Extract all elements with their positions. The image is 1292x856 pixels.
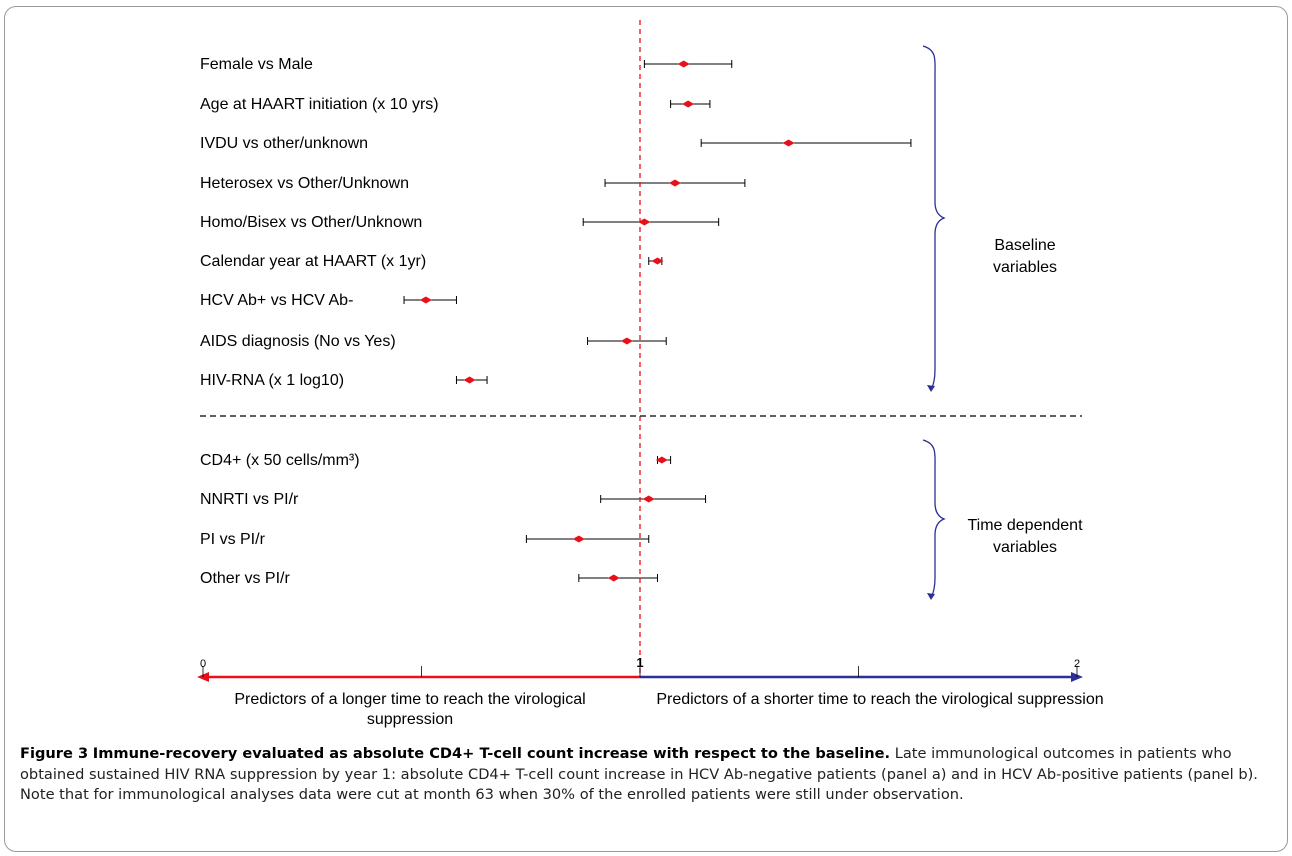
group-labels: Baseline variables Time dependent variables <box>967 237 1083 556</box>
point-estimates <box>419 60 795 582</box>
row-label: Calendar year at HAART (x 1yr) <box>200 253 426 270</box>
point-estimate <box>682 100 695 108</box>
row-label: Female vs Male <box>200 56 313 73</box>
forest-plot: Female vs Male Age at HAART initiation (x… <box>197 20 1083 682</box>
point-estimate <box>782 139 795 147</box>
row-label: AIDS diagnosis (No vs Yes) <box>200 333 396 350</box>
figure-frame <box>4 6 1288 852</box>
point-estimate <box>651 257 664 265</box>
confidence-intervals <box>403 60 912 582</box>
point-estimate <box>638 218 651 226</box>
tick-label: 2 <box>1074 658 1080 670</box>
row-label: HCV Ab+ vs HCV Ab- <box>200 292 353 309</box>
bracket-arrowhead <box>927 385 935 392</box>
bracket-arrowhead <box>927 593 935 600</box>
row-labels: Female vs Male Age at HAART initiation (x… <box>200 56 439 587</box>
row-label: Heterosex vs Other/Unknown <box>200 175 409 192</box>
point-estimate <box>572 535 585 543</box>
group-label-line: Baseline <box>994 237 1055 254</box>
row-label: Other vs PI/r <box>200 570 290 587</box>
point-estimate <box>668 179 681 187</box>
point-estimate <box>677 60 690 68</box>
row-label: IVDU vs other/unknown <box>200 135 368 152</box>
row-label: NNRTI vs PI/r <box>200 491 299 508</box>
group-bracket <box>922 439 946 599</box>
group-label-line: Time dependent <box>967 517 1083 534</box>
point-estimate <box>607 574 620 582</box>
group-label-line: variables <box>993 259 1057 276</box>
point-estimate <box>620 337 633 345</box>
x-axis: 0 1 2 <box>197 655 1083 682</box>
caption-body: Late immunological outcomes in patients … <box>20 745 1258 803</box>
tick-label: 0 <box>200 658 206 670</box>
point-estimate <box>463 376 476 384</box>
row-label: Age at HAART initiation (x 10 yrs) <box>200 96 439 113</box>
group-label-line: variables <box>993 539 1057 556</box>
group-bracket <box>922 45 946 391</box>
point-estimate <box>642 495 655 503</box>
figure-caption: Figure 3 Immune-recovery evaluated as ab… <box>20 744 1272 806</box>
point-estimate <box>655 456 668 464</box>
point-estimate <box>419 296 432 304</box>
right-direction-label: Predictors of a shorter time to reach th… <box>656 691 1104 708</box>
caption-label: Figure 3 <box>20 745 89 762</box>
row-label: PI vs PI/r <box>200 531 266 548</box>
left-direction-label: Predictors of a longer time to reach the… <box>234 691 586 728</box>
row-label: CD4+ (x 50 cells/mm³) <box>200 452 360 469</box>
group-brackets <box>922 45 946 600</box>
row-label: Homo/Bisex vs Other/Unknown <box>200 214 422 231</box>
row-label: HIV-RNA (x 1 log10) <box>200 372 344 389</box>
tick-label: 1 <box>636 655 643 670</box>
caption-title: Immune-recovery evaluated as absolute CD… <box>92 745 891 762</box>
